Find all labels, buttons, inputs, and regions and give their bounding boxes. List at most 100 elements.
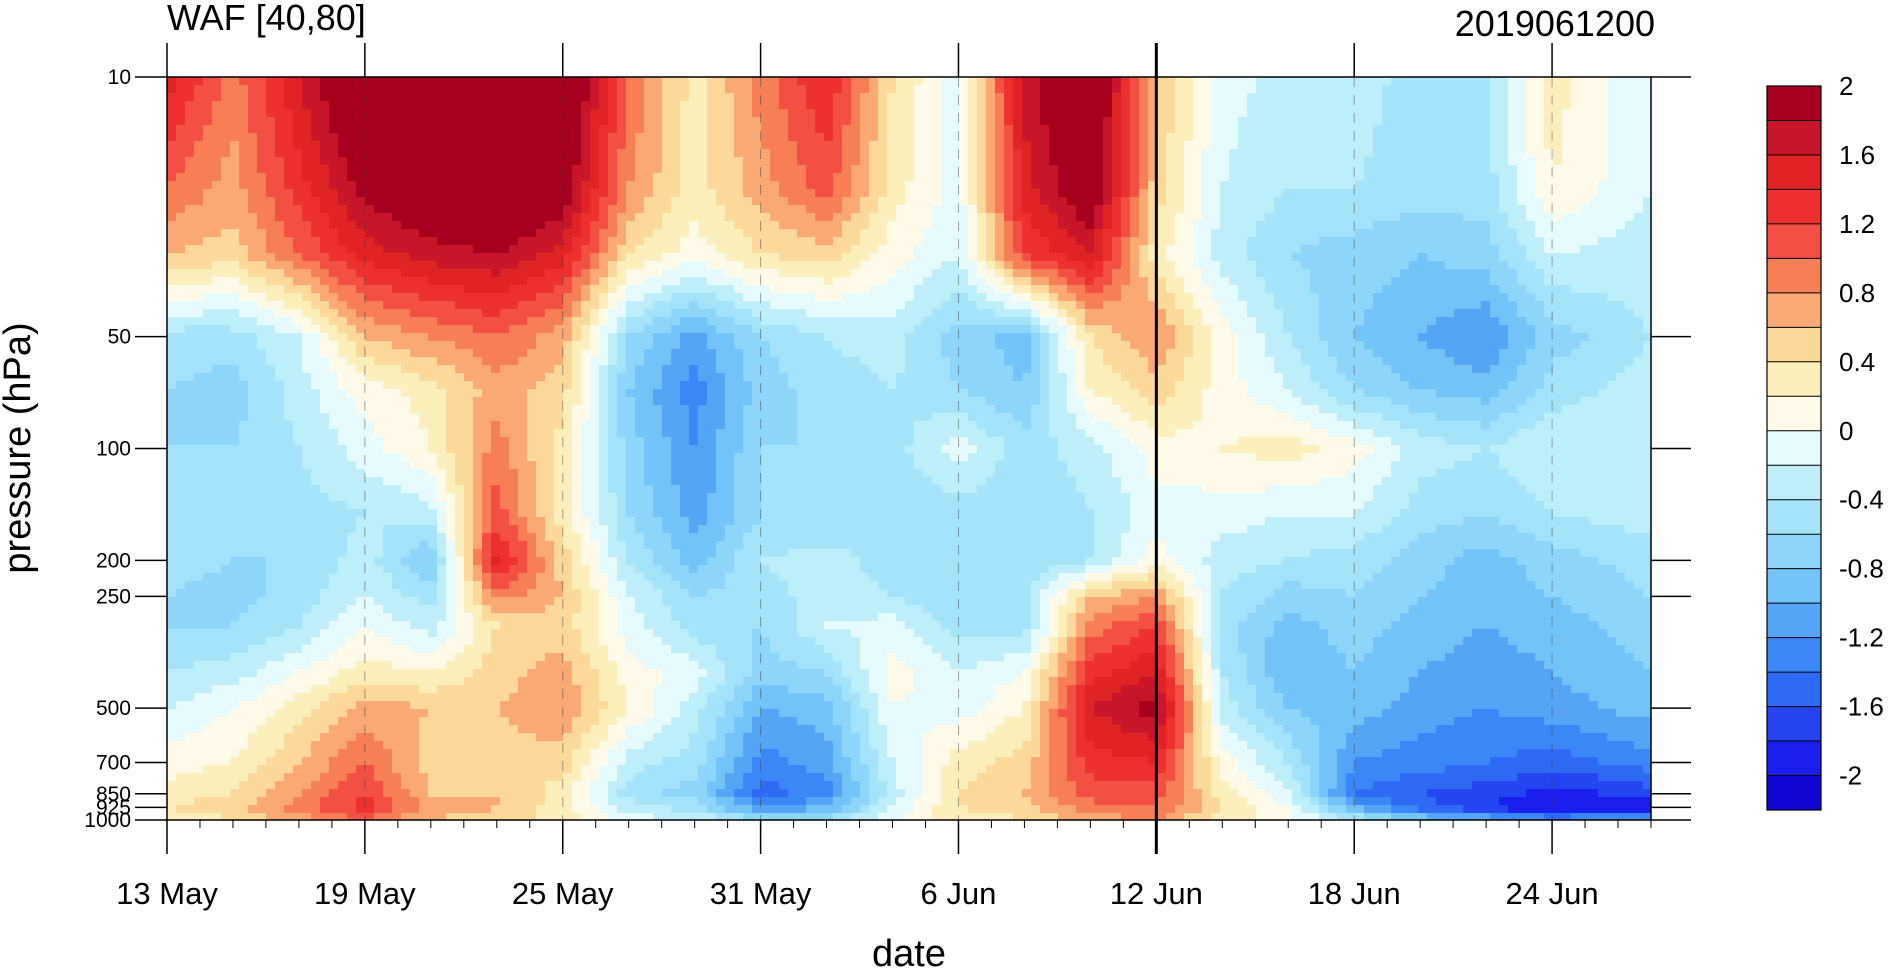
field-cell [671,213,681,222]
field-cell [248,189,258,198]
field-cell [869,149,879,158]
field-cell [1022,149,1032,158]
field-cell [716,285,726,294]
field-cell [653,77,663,86]
field-cell [815,125,825,134]
field-cell [986,269,996,278]
field-cell [734,253,744,262]
field-cell [1148,221,1158,230]
field-cell [824,197,834,206]
field-cell [779,189,789,198]
field-cell [1337,237,1347,246]
field-cell [1319,173,1329,182]
field-cell [581,157,591,166]
field-cell [869,77,879,86]
field-cell [1049,173,1059,182]
field-cell [1175,149,1185,158]
field-cell [1238,101,1248,110]
field-cell [1085,165,1095,174]
field-cell [1292,285,1302,294]
field-cell [1040,285,1050,294]
field-cell [257,269,267,278]
field-cell [671,125,681,134]
field-cell [266,309,276,318]
field-cell [455,93,465,102]
field-cell [185,157,195,166]
field-cell [275,229,285,238]
field-cell [1193,309,1203,318]
field-cell [1310,277,1320,286]
field-cell [995,189,1005,198]
field-cell [1616,101,1626,110]
field-cell [1544,237,1554,246]
field-cell [968,85,978,94]
field-cell [1454,117,1464,126]
field-cell [914,237,924,246]
field-cell [1202,117,1212,126]
field-cell [878,261,888,270]
field-cell [761,181,771,190]
field-cell [725,293,735,302]
field-cell [257,141,267,150]
field-cell [509,261,519,270]
field-cell [221,93,231,102]
field-cell [1112,93,1122,102]
field-cell [1607,261,1617,270]
field-cell [1535,301,1545,310]
field-cell [1022,229,1032,238]
field-cell [212,197,222,206]
field-cell [707,229,717,238]
field-cell [473,229,483,238]
field-cell [302,205,312,214]
field-cell [1643,309,1651,318]
field-cell [779,277,789,286]
field-cell [518,197,528,206]
field-cell [1373,133,1383,142]
field-cell [725,277,735,286]
field-cell [1112,101,1122,110]
field-cell [761,221,771,230]
field-cell [1301,125,1311,134]
field-cell [1526,93,1536,102]
field-cell [482,245,492,254]
field-cell [1229,213,1239,222]
field-cell [491,173,501,182]
field-cell [1589,213,1599,222]
field-cell [302,125,312,134]
field-cell [1562,205,1572,214]
field-cell [1040,213,1050,222]
field-cell [1094,309,1104,318]
field-cell [311,253,321,262]
field-cell [1445,77,1455,86]
field-cell [1490,173,1500,182]
field-cell [698,277,708,286]
field-cell [1373,221,1383,230]
field-cell [608,309,618,318]
field-cell [464,245,474,254]
field-cell [482,133,492,142]
field-cell [1220,101,1230,110]
field-cell [815,165,825,174]
field-cell [1373,93,1383,102]
field-cell [1274,277,1284,286]
field-cell [1085,101,1095,110]
field-cell [221,253,231,262]
field-cell [1328,141,1338,150]
field-cell [1337,213,1347,222]
field-cell [374,277,384,286]
field-cell [815,133,825,142]
field-cell [446,317,456,326]
field-cell [608,301,618,310]
field-cell [1112,205,1122,214]
field-cell [590,133,600,142]
field-cell [446,77,456,86]
field-cell [734,277,744,286]
field-cell [887,101,897,110]
field-cell [1481,253,1491,262]
field-cell [1535,221,1545,230]
field-cell [1292,229,1302,238]
field-cell [1193,301,1203,310]
field-cell [1535,85,1545,94]
field-cell [374,213,384,222]
field-cell [1130,125,1140,134]
